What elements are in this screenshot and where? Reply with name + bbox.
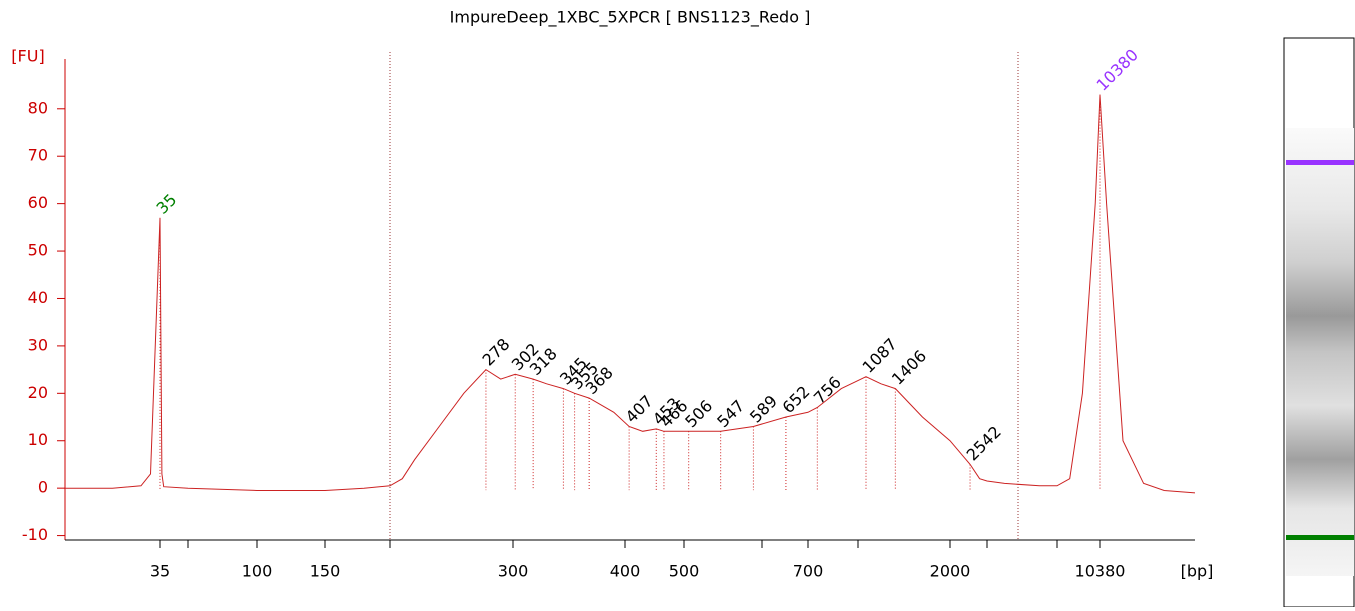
gel-lower-marker bbox=[1286, 535, 1354, 540]
chart-title: ImpureDeep_1XBC_5XPCR [ BNS1123_Redo ] bbox=[450, 8, 811, 28]
gel-upper-marker bbox=[1286, 160, 1354, 165]
y-tick-label: 10 bbox=[28, 430, 48, 449]
y-tick-label: 20 bbox=[28, 383, 48, 402]
x-tick-label: 2000 bbox=[930, 562, 971, 581]
peak-label: 35 bbox=[153, 190, 181, 218]
x-tick-label: 35 bbox=[150, 562, 170, 581]
x-tick-label: 500 bbox=[669, 562, 700, 581]
y-tick-label: 60 bbox=[28, 193, 48, 212]
y-tick-label: 70 bbox=[28, 146, 48, 165]
peak-label: 407 bbox=[622, 391, 657, 426]
peak-label: 506 bbox=[681, 396, 716, 431]
peak-label: 756 bbox=[810, 373, 845, 408]
x-tick-label: 100 bbox=[242, 562, 273, 581]
peak-label: 10380 bbox=[1093, 45, 1142, 94]
x-axis-label: [bp] bbox=[1181, 562, 1214, 581]
x-tick-label: 150 bbox=[310, 562, 341, 581]
peak-label: 278 bbox=[479, 335, 514, 370]
y-axis-label: [FU] bbox=[11, 47, 44, 66]
x-tick-label: 700 bbox=[793, 562, 824, 581]
x-tick-label: 300 bbox=[498, 562, 529, 581]
y-tick-label: 80 bbox=[28, 98, 48, 117]
peak-label: 589 bbox=[746, 391, 781, 426]
y-tick-label: 0 bbox=[38, 478, 48, 497]
y-tick-label: -10 bbox=[22, 525, 48, 544]
y-tick-label: 30 bbox=[28, 335, 48, 354]
gel-lane bbox=[1286, 128, 1354, 576]
peak-label: 547 bbox=[713, 396, 748, 431]
y-tick-label: 40 bbox=[28, 288, 48, 307]
x-tick-label: 10380 bbox=[1075, 562, 1126, 581]
trace bbox=[65, 94, 1196, 494]
y-tick-label: 50 bbox=[28, 241, 48, 260]
peak-label: 2542 bbox=[963, 422, 1005, 464]
x-tick-label: 400 bbox=[610, 562, 641, 581]
